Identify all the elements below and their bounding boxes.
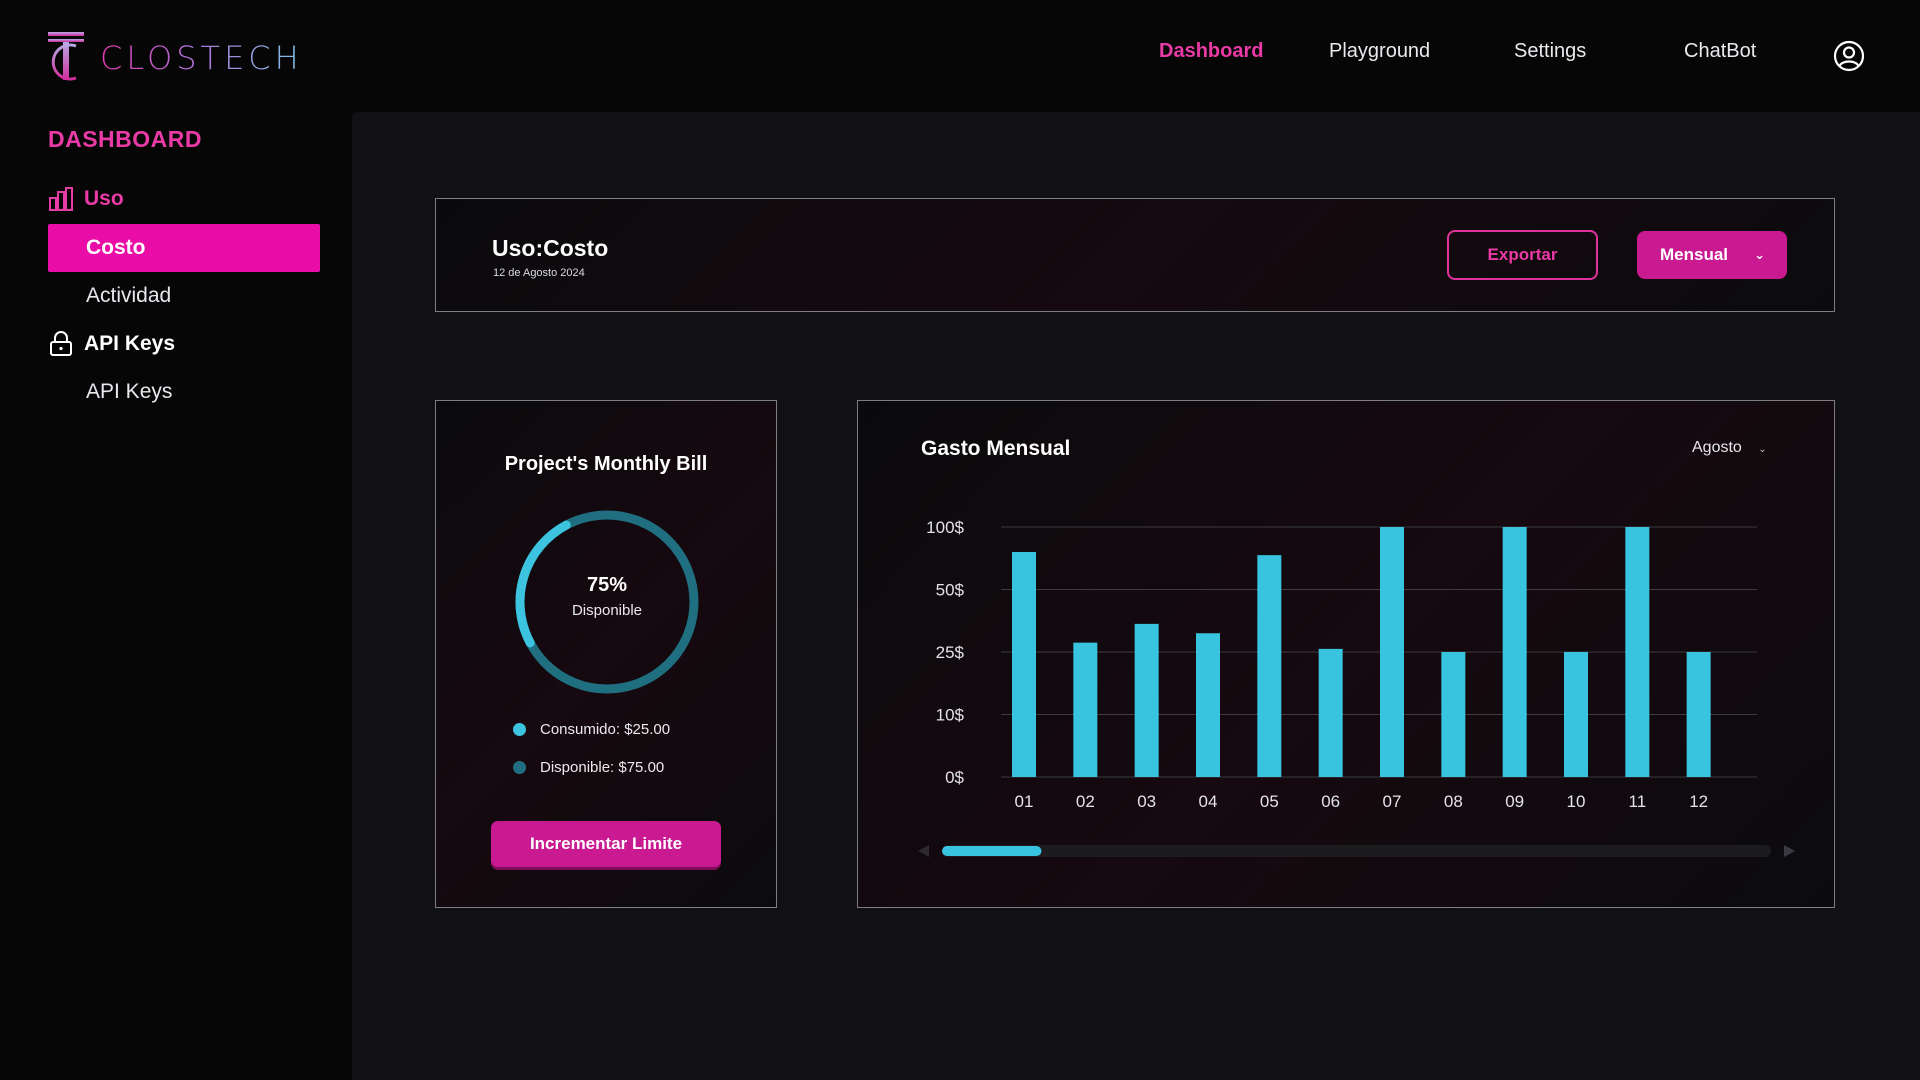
bar (1012, 552, 1036, 777)
x-tick-label: 04 (1199, 792, 1218, 811)
bar (1073, 642, 1098, 777)
page-title: Uso:Costo (492, 235, 609, 261)
bar (1318, 648, 1343, 777)
x-tick-label: 12 (1689, 792, 1708, 811)
bar-chart-icon (49, 187, 73, 211)
sidebar-group-api-keys[interactable]: API Keys (48, 331, 175, 357)
month-selector[interactable]: Agosto ⌄ (1692, 439, 1767, 457)
sidebar-item-actividad[interactable]: Actividad (86, 284, 172, 307)
y-tick-label: 25$ (936, 643, 965, 662)
x-tick-label: 01 (1015, 792, 1034, 811)
nav-chatbot[interactable]: ChatBot (1684, 40, 1757, 62)
x-tick-label: 10 (1567, 792, 1586, 811)
legend-dot-consumed (513, 723, 526, 736)
monthly-bill-card: Project's Monthly Bill 75% Disponible Co… (435, 400, 777, 908)
bar (1257, 555, 1282, 777)
sidebar-item-costo[interactable]: Costo (48, 224, 320, 272)
month-selector-label: Agosto (1692, 439, 1742, 456)
bar (1134, 623, 1159, 777)
bar (1502, 527, 1527, 777)
x-tick-label: 05 (1260, 792, 1279, 811)
legend-dot-available (513, 761, 526, 774)
monthly-spend-card: Gasto Mensual Agosto ⌄ 0$ 10$ 25$ 50$ 100$ 01… (857, 400, 1835, 908)
scroll-left-arrow-icon (918, 845, 929, 857)
main-nav: Dashboard Playground Settings ChatBot (0, 40, 1920, 74)
bar (1686, 652, 1711, 777)
bill-donut-chart: 75% Disponible (512, 507, 702, 697)
user-circle-icon[interactable] (1833, 40, 1865, 72)
donut-caption: Disponible (571, 602, 643, 619)
top-bar: CLOSTECH Dashboard Playground Settings C… (0, 0, 1920, 112)
bar-chart: 0$ 10$ 25$ 50$ 100$ 01 02 03 04 05 06 07 08 09 10 11 12 (918, 518, 1795, 857)
sidebar: DASHBOARD Uso Costo Actividad API Keys A… (0, 112, 350, 1080)
bar (1441, 652, 1466, 777)
x-tick-label: 07 (1383, 792, 1402, 811)
scrollbar-thumb (942, 846, 1042, 856)
y-tick-label: 10$ (936, 706, 965, 725)
increase-limit-button[interactable]: Incrementar Limite (491, 821, 721, 867)
donut-consumed-arc (515, 510, 699, 694)
donut-percent: 75% (586, 574, 628, 596)
legend-label: Disponible: $75.00 (540, 759, 665, 776)
chevron-down-icon: ⌄ (1758, 444, 1767, 455)
lock-icon (50, 331, 72, 356)
logo-mark-icon (48, 32, 84, 81)
sidebar-group-label: Uso (84, 187, 124, 210)
x-tick-label: 08 (1444, 792, 1463, 811)
sidebar-group-label: API Keys (84, 332, 176, 355)
period-dropdown-label: Mensual (1660, 245, 1729, 264)
chevron-down-icon: ⌄ (1754, 247, 1765, 262)
x-tick-label: 06 (1321, 792, 1340, 811)
legend-consumed: Consumido: $25.00 (513, 721, 670, 738)
chart-title: Gasto Mensual (921, 437, 1071, 460)
bar (1564, 652, 1588, 777)
scroll-right-arrow-icon (1784, 845, 1795, 857)
bar (1196, 633, 1220, 777)
donut-ring (515, 510, 699, 694)
sidebar-item-api-keys[interactable]: API Keys (86, 380, 173, 403)
legend-label: Consumido: $25.00 (540, 721, 671, 738)
brand-logo[interactable]: CLOSTECH (46, 30, 303, 86)
brand-name: CLOSTECH (100, 39, 303, 77)
y-tick-label: 0$ (945, 768, 964, 787)
x-tick-label: 03 (1137, 792, 1156, 811)
bar (1380, 527, 1404, 777)
x-tick-label: 02 (1076, 792, 1095, 811)
x-tick-label: 09 (1505, 792, 1524, 811)
y-tick-label: 50$ (936, 581, 965, 600)
nav-dashboard[interactable]: Dashboard (1159, 40, 1264, 62)
sidebar-title: DASHBOARD (48, 126, 202, 152)
page-header-card: Uso:Costo 12 de Agosto 2024 Exportar Men… (435, 198, 1835, 312)
legend-available: Disponible: $75.00 (513, 759, 664, 776)
bill-title: Project's Monthly Bill (504, 453, 708, 475)
x-tick-label: 11 (1629, 792, 1647, 811)
export-button[interactable]: Exportar (1447, 230, 1598, 280)
nav-playground[interactable]: Playground (1329, 40, 1431, 62)
sidebar-group-uso[interactable]: Uso (48, 186, 124, 212)
scrollbar-track (942, 845, 1771, 857)
bar (1625, 527, 1650, 777)
period-dropdown[interactable]: Mensual ⌄ (1637, 231, 1787, 279)
y-tick-label: 100$ (926, 518, 964, 537)
page-date: 12 de Agosto 2024 (493, 267, 585, 279)
nav-settings[interactable]: Settings (1514, 40, 1587, 62)
